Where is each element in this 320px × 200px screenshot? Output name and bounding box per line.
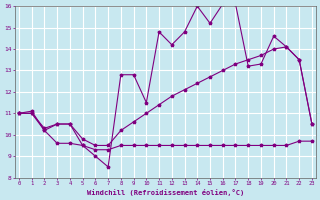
X-axis label: Windchill (Refroidissement éolien,°C): Windchill (Refroidissement éolien,°C)	[87, 189, 244, 196]
